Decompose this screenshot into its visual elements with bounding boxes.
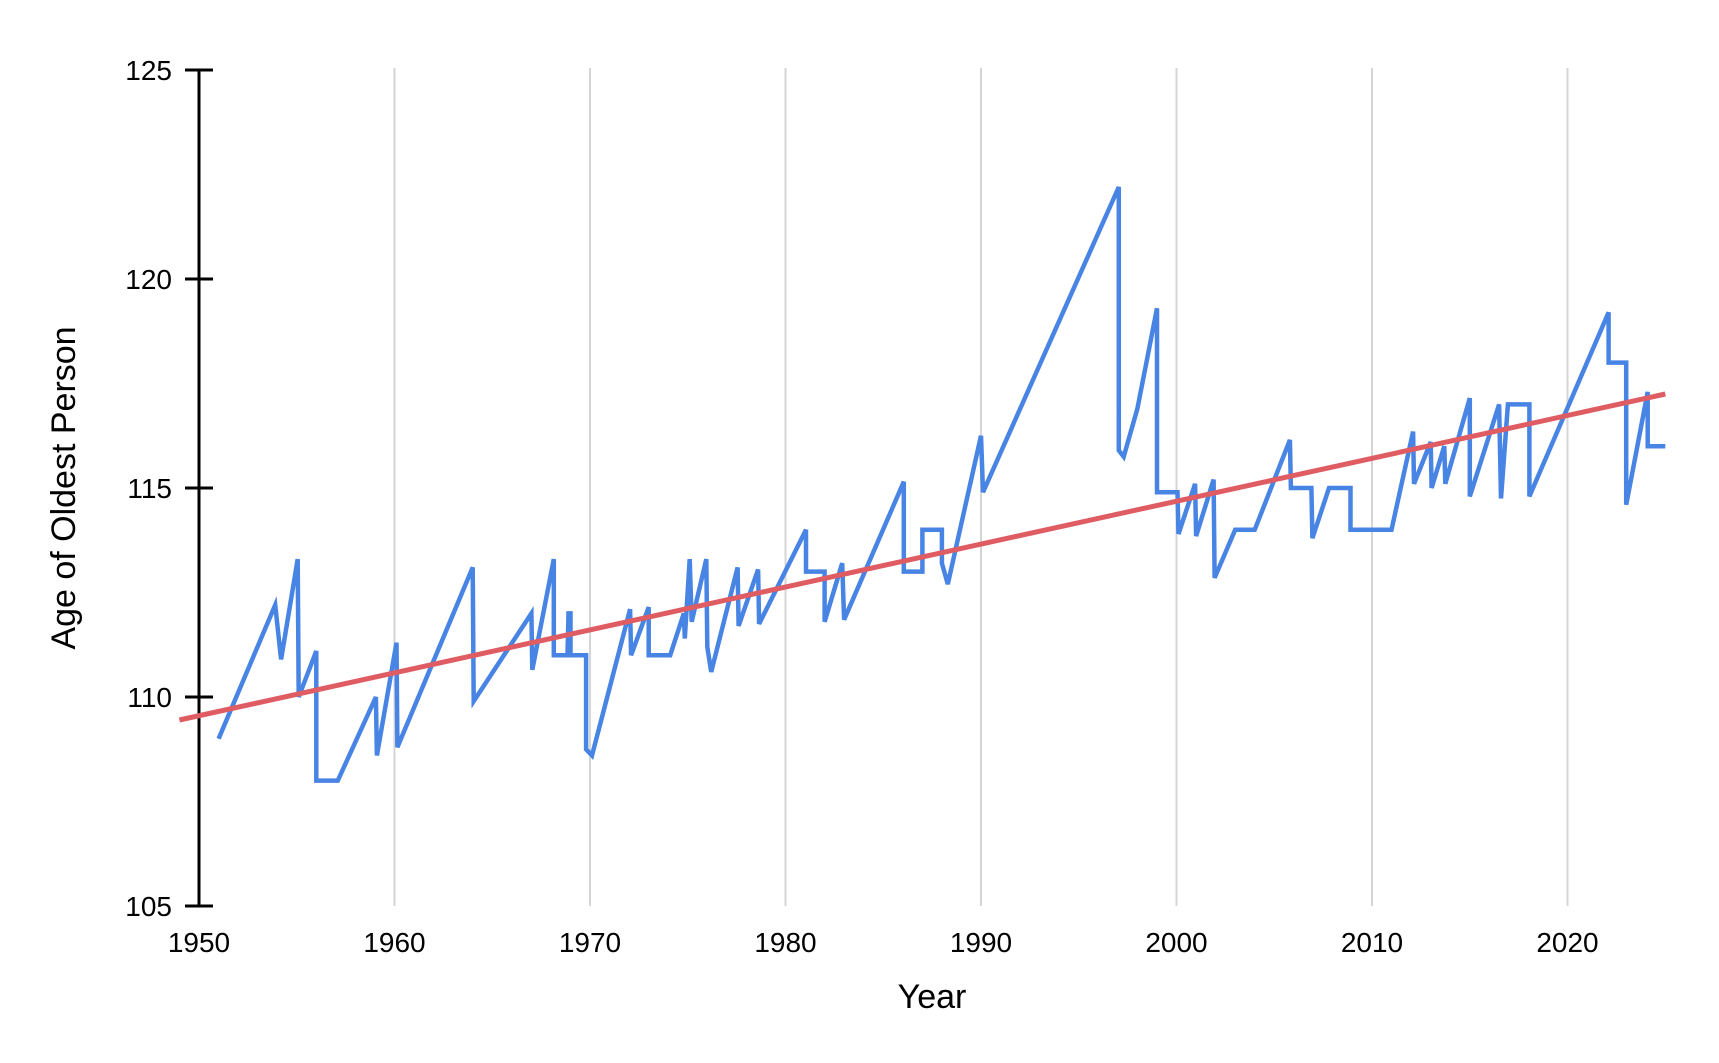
trend-line — [178, 391, 1666, 723]
y-tick-label: 120 — [125, 264, 172, 295]
y-axis-title: Age of Oldest Person — [45, 326, 83, 649]
y-tick-label: 110 — [127, 682, 172, 713]
y-tick-label: 115 — [127, 473, 172, 504]
gridlines-group — [393, 68, 1569, 906]
x-tick-label: 2000 — [1145, 927, 1207, 958]
x-tick-label: 1950 — [168, 927, 230, 958]
x-tick-label: 1970 — [559, 927, 621, 958]
x-axis-title: Year — [898, 978, 967, 1016]
x-tick-label: 1990 — [950, 927, 1012, 958]
x-tick-label: 2010 — [1341, 927, 1403, 958]
x-tick-label: 2020 — [1536, 927, 1598, 958]
series-group — [178, 186, 1666, 783]
axes-group — [185, 68, 213, 908]
y-tick-label: 105 — [125, 891, 172, 922]
x-tick-label: 1960 — [363, 927, 425, 958]
tick-labels-group: 105 110 115 120 125 1950 1960 1970 1980 1990 2000 2… — [125, 55, 1598, 958]
y-tick-label: 125 — [125, 55, 172, 86]
x-tick-label: 1980 — [754, 927, 816, 958]
age-of-oldest-person — [216, 186, 1666, 783]
